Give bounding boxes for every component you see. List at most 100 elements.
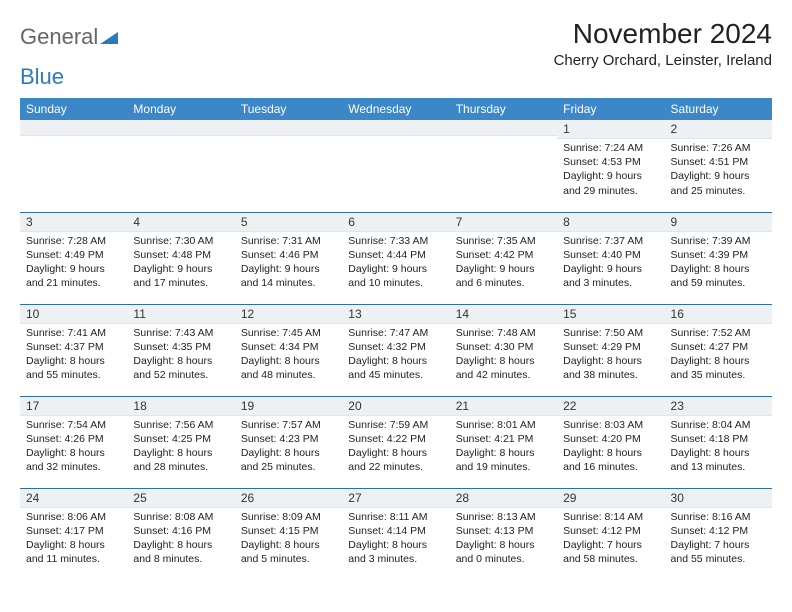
sunrise-text: Sunrise: 7:52 AM — [671, 326, 766, 340]
calendar-row: 1Sunrise: 7:24 AMSunset: 4:53 PMDaylight… — [20, 120, 772, 212]
day-number: 29 — [557, 489, 664, 508]
sunrise-text: Sunrise: 7:30 AM — [133, 234, 228, 248]
daylight-text: Daylight: 8 hours and 25 minutes. — [241, 446, 336, 474]
day-number: 23 — [665, 397, 772, 416]
sunrise-text: Sunrise: 7:24 AM — [563, 141, 658, 155]
sunset-text: Sunset: 4:15 PM — [241, 524, 336, 538]
sunset-text: Sunset: 4:14 PM — [348, 524, 443, 538]
day-number: 28 — [450, 489, 557, 508]
dayhead-wed: Wednesday — [342, 98, 449, 120]
daylight-text: Daylight: 9 hours and 29 minutes. — [563, 169, 658, 197]
calendar-cell: 26Sunrise: 8:09 AMSunset: 4:15 PMDayligh… — [235, 488, 342, 580]
day-number: 30 — [665, 489, 772, 508]
daylight-text: Daylight: 8 hours and 13 minutes. — [671, 446, 766, 474]
calendar-cell: 15Sunrise: 7:50 AMSunset: 4:29 PMDayligh… — [557, 304, 664, 396]
page-title: November 2024 — [554, 18, 772, 50]
calendar-cell: 23Sunrise: 8:04 AMSunset: 4:18 PMDayligh… — [665, 396, 772, 488]
day-info: Sunrise: 7:52 AMSunset: 4:27 PMDaylight:… — [665, 324, 772, 387]
calendar-row: 10Sunrise: 7:41 AMSunset: 4:37 PMDayligh… — [20, 304, 772, 396]
day-info: Sunrise: 8:14 AMSunset: 4:12 PMDaylight:… — [557, 508, 664, 571]
calendar-cell: 6Sunrise: 7:33 AMSunset: 4:44 PMDaylight… — [342, 212, 449, 304]
sunrise-text: Sunrise: 7:45 AM — [241, 326, 336, 340]
daylight-text: Daylight: 9 hours and 6 minutes. — [456, 262, 551, 290]
sunset-text: Sunset: 4:40 PM — [563, 248, 658, 262]
daylight-text: Daylight: 8 hours and 3 minutes. — [348, 538, 443, 566]
day-info — [450, 136, 557, 196]
day-info: Sunrise: 7:30 AMSunset: 4:48 PMDaylight:… — [127, 232, 234, 295]
day-number: 5 — [235, 213, 342, 232]
day-info: Sunrise: 7:35 AMSunset: 4:42 PMDaylight:… — [450, 232, 557, 295]
day-info: Sunrise: 7:26 AMSunset: 4:51 PMDaylight:… — [665, 139, 772, 202]
sunrise-text: Sunrise: 7:50 AM — [563, 326, 658, 340]
dayhead-tue: Tuesday — [235, 98, 342, 120]
header: General Blue November 2024 Cherry Orchar… — [20, 18, 772, 90]
calendar-cell — [235, 120, 342, 212]
sunset-text: Sunset: 4:44 PM — [348, 248, 443, 262]
sunrise-text: Sunrise: 7:48 AM — [456, 326, 551, 340]
day-number — [235, 120, 342, 136]
day-number: 24 — [20, 489, 127, 508]
daylight-text: Daylight: 8 hours and 19 minutes. — [456, 446, 551, 474]
calendar-head: Sunday Monday Tuesday Wednesday Thursday… — [20, 98, 772, 120]
calendar-cell — [450, 120, 557, 212]
sunset-text: Sunset: 4:48 PM — [133, 248, 228, 262]
daylight-text: Daylight: 9 hours and 3 minutes. — [563, 262, 658, 290]
sunrise-text: Sunrise: 7:31 AM — [241, 234, 336, 248]
sunset-text: Sunset: 4:42 PM — [456, 248, 551, 262]
sunset-text: Sunset: 4:12 PM — [671, 524, 766, 538]
sunset-text: Sunset: 4:35 PM — [133, 340, 228, 354]
daylight-text: Daylight: 9 hours and 14 minutes. — [241, 262, 336, 290]
sunset-text: Sunset: 4:25 PM — [133, 432, 228, 446]
day-number: 13 — [342, 305, 449, 324]
day-info — [20, 136, 127, 196]
dayhead-thu: Thursday — [450, 98, 557, 120]
dayhead-mon: Monday — [127, 98, 234, 120]
sunrise-text: Sunrise: 8:06 AM — [26, 510, 121, 524]
daylight-text: Daylight: 8 hours and 28 minutes. — [133, 446, 228, 474]
page-subtitle: Cherry Orchard, Leinster, Ireland — [554, 52, 772, 69]
day-number — [127, 120, 234, 136]
daylight-text: Daylight: 8 hours and 16 minutes. — [563, 446, 658, 474]
sunset-text: Sunset: 4:23 PM — [241, 432, 336, 446]
sunrise-text: Sunrise: 8:13 AM — [456, 510, 551, 524]
calendar-cell — [20, 120, 127, 212]
day-info: Sunrise: 7:31 AMSunset: 4:46 PMDaylight:… — [235, 232, 342, 295]
daylight-text: Daylight: 8 hours and 0 minutes. — [456, 538, 551, 566]
sunset-text: Sunset: 4:37 PM — [26, 340, 121, 354]
daylight-text: Daylight: 8 hours and 5 minutes. — [241, 538, 336, 566]
day-info — [342, 136, 449, 196]
sunrise-text: Sunrise: 8:16 AM — [671, 510, 766, 524]
calendar-head-row: Sunday Monday Tuesday Wednesday Thursday… — [20, 98, 772, 120]
daylight-text: Daylight: 9 hours and 17 minutes. — [133, 262, 228, 290]
day-info: Sunrise: 7:48 AMSunset: 4:30 PMDaylight:… — [450, 324, 557, 387]
sunset-text: Sunset: 4:34 PM — [241, 340, 336, 354]
daylight-text: Daylight: 9 hours and 25 minutes. — [671, 169, 766, 197]
title-block: November 2024 Cherry Orchard, Leinster, … — [554, 18, 772, 69]
calendar-row: 17Sunrise: 7:54 AMSunset: 4:26 PMDayligh… — [20, 396, 772, 488]
daylight-text: Daylight: 9 hours and 21 minutes. — [26, 262, 121, 290]
sunset-text: Sunset: 4:30 PM — [456, 340, 551, 354]
sunset-text: Sunset: 4:20 PM — [563, 432, 658, 446]
day-number: 6 — [342, 213, 449, 232]
calendar-cell: 8Sunrise: 7:37 AMSunset: 4:40 PMDaylight… — [557, 212, 664, 304]
day-number: 20 — [342, 397, 449, 416]
day-number: 21 — [450, 397, 557, 416]
calendar-cell: 16Sunrise: 7:52 AMSunset: 4:27 PMDayligh… — [665, 304, 772, 396]
day-number: 7 — [450, 213, 557, 232]
sunrise-text: Sunrise: 7:59 AM — [348, 418, 443, 432]
day-number: 16 — [665, 305, 772, 324]
sunrise-text: Sunrise: 7:47 AM — [348, 326, 443, 340]
day-number: 1 — [557, 120, 664, 139]
day-info: Sunrise: 8:16 AMSunset: 4:12 PMDaylight:… — [665, 508, 772, 571]
calendar-cell: 13Sunrise: 7:47 AMSunset: 4:32 PMDayligh… — [342, 304, 449, 396]
daylight-text: Daylight: 8 hours and 8 minutes. — [133, 538, 228, 566]
sunrise-text: Sunrise: 7:41 AM — [26, 326, 121, 340]
day-number — [20, 120, 127, 136]
day-info — [127, 136, 234, 196]
day-info: Sunrise: 7:24 AMSunset: 4:53 PMDaylight:… — [557, 139, 664, 202]
sunset-text: Sunset: 4:13 PM — [456, 524, 551, 538]
day-info: Sunrise: 7:57 AMSunset: 4:23 PMDaylight:… — [235, 416, 342, 479]
daylight-text: Daylight: 7 hours and 55 minutes. — [671, 538, 766, 566]
calendar-cell: 12Sunrise: 7:45 AMSunset: 4:34 PMDayligh… — [235, 304, 342, 396]
daylight-text: Daylight: 8 hours and 48 minutes. — [241, 354, 336, 382]
